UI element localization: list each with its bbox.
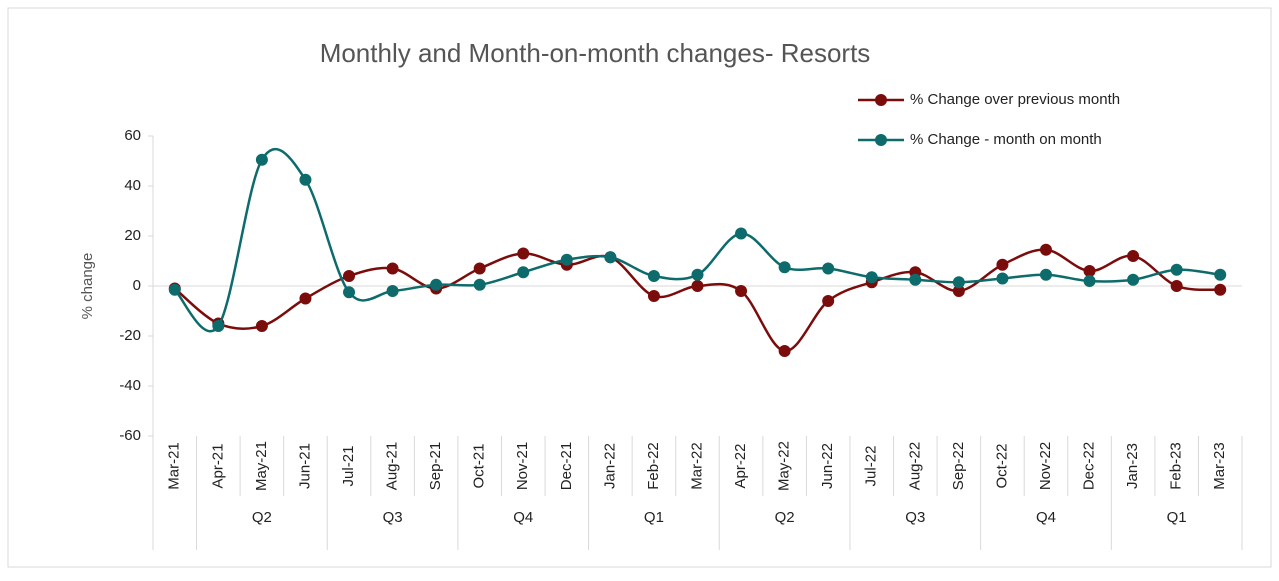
data-point [647,290,660,302]
data-point [430,278,443,291]
data-point [1170,280,1183,292]
x-tick-label: Oct-22 [993,443,1010,488]
x-tick-label: Aug-22 [906,442,923,490]
data-point [255,153,268,166]
group-label: Q3 [383,509,403,526]
x-tick-label: Apr-22 [732,443,749,488]
data-point [691,268,704,281]
y-axis-label: % change [79,253,96,320]
data-point [822,262,835,275]
x-tick-label: Oct-21 [471,443,488,488]
data-point [822,295,835,307]
data-point [996,258,1009,271]
group-label: Q3 [905,509,925,526]
data-point [168,283,181,296]
chart-border [7,7,1272,568]
data-point [299,173,312,186]
x-tick-label: Jun-22 [819,443,836,489]
data-point [1127,273,1140,286]
data-point [386,285,399,297]
y-tick-label: 60 [124,127,141,144]
y-tick-label: 0 [133,277,141,294]
data-point [865,271,878,284]
data-point [212,320,225,332]
data-point [909,273,922,286]
x-tick-label: Aug-21 [384,442,401,490]
x-tick-label: Apr-21 [209,443,226,488]
group-label: Q4 [513,509,533,526]
group-label: Q4 [1036,509,1056,526]
data-point [1170,263,1183,276]
x-tick-label: Jul-21 [340,446,357,487]
data-point [1039,243,1052,256]
data-point [735,285,748,297]
x-tick-label: Feb-23 [1168,442,1185,490]
x-tick-label: Jul-22 [863,446,880,487]
data-point [778,345,791,357]
chart-title: Monthly and Month-on-month changes- Reso… [320,38,871,68]
x-tick-label: Mar-22 [688,442,705,490]
x-tick-label: Jan-23 [1124,443,1141,489]
data-point [1083,275,1096,287]
x-tick-label: Nov-21 [514,442,531,490]
data-point [1214,268,1227,281]
y-tick-label: -20 [119,327,141,344]
data-point [386,262,399,275]
data-point [691,280,704,292]
x-tick-label: Sep-22 [950,442,967,490]
y-tick-label: -40 [119,377,141,394]
y-tick-label: -60 [119,427,141,444]
x-tick-label: Jun-21 [296,443,313,489]
data-point [952,276,965,289]
data-point [996,272,1009,285]
x-tick-label: Mar-21 [166,442,183,490]
x-tick-label: Dec-21 [558,442,575,490]
legend-label: % Change over previous month [910,91,1120,108]
y-tick-label: 20 [124,227,141,244]
x-tick-label: Feb-22 [645,442,662,490]
x-tick-label: Jan-22 [601,443,618,489]
data-point [560,253,573,266]
x-tick-label: May-21 [253,441,270,491]
group-label: Q2 [252,509,272,526]
data-point [473,262,486,275]
data-point [604,251,617,264]
x-tick-label: Nov-22 [1037,442,1054,490]
y-tick-label: 40 [124,177,141,194]
data-point [1083,265,1096,277]
legend-marker [875,94,887,106]
data-point [647,270,660,282]
x-tick-label: May-22 [776,441,793,491]
data-point [517,266,530,279]
data-point [517,247,530,260]
data-point [343,286,356,299]
data-point [1039,268,1052,281]
data-point [299,292,312,305]
legend-label: % Change - month on month [910,131,1102,148]
data-point [1214,283,1227,296]
x-tick-label: Dec-22 [1081,442,1098,490]
x-tick-label: Sep-21 [427,442,444,490]
data-point [473,278,486,291]
data-point [255,320,268,332]
data-point [343,270,356,282]
data-point [1127,250,1140,262]
series-line [173,147,1221,333]
data-point [952,285,965,297]
legend-marker [875,134,887,146]
group-label: Q2 [775,509,795,526]
group-label: Q1 [644,509,664,526]
data-point [778,261,791,274]
x-tick-label: Mar-23 [1211,442,1228,490]
group-label: Q1 [1167,509,1187,526]
data-point [735,227,748,240]
